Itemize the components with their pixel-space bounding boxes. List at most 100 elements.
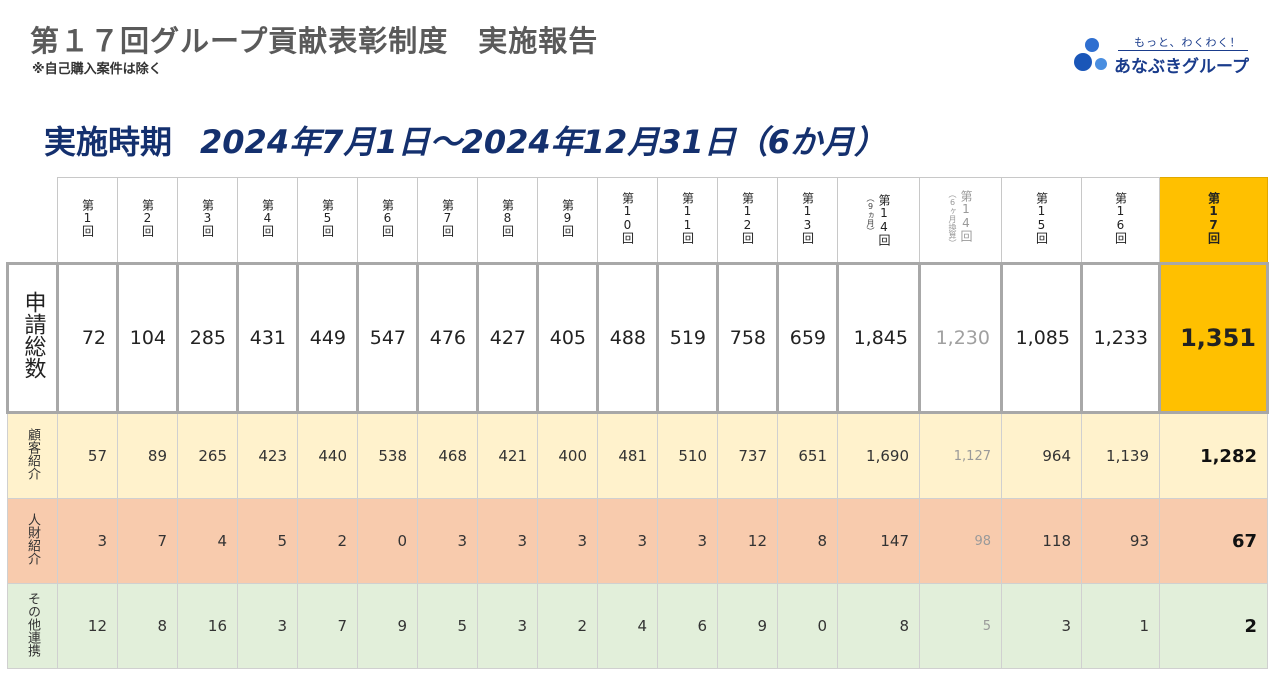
period-label: 実施時期 bbox=[44, 123, 173, 161]
value-cell: 104 bbox=[116, 262, 179, 414]
row-label: 人財紹介 bbox=[7, 498, 58, 584]
header-label: 第6回 bbox=[380, 199, 395, 237]
value-cell: 57 bbox=[57, 412, 118, 499]
value-cell: 3 bbox=[417, 498, 478, 584]
row-label-text: 人財紹介 bbox=[25, 513, 40, 565]
header-cell: 第10回 bbox=[597, 177, 658, 264]
header-cell: 第14回 （6ヶ月換算） bbox=[919, 177, 1002, 264]
header-cell: 第14回 （9ヵ月） bbox=[837, 177, 920, 264]
value-cell: 659 bbox=[776, 262, 839, 414]
header-cell: 第4回 bbox=[237, 177, 298, 264]
header-cell: 第5回 bbox=[297, 177, 358, 264]
value-cell: 3 bbox=[597, 498, 658, 584]
logo-divider bbox=[1118, 50, 1248, 51]
value-cell: 2 bbox=[537, 583, 598, 669]
value-cell: 8 bbox=[117, 583, 178, 669]
header-cell: 第6回 bbox=[357, 177, 418, 264]
results-table: 第1回 第2回 第3回 第4回 第5回 第6回 第7回 第8回 第9回 第10回 第11回 第12回 第… bbox=[6, 177, 1269, 669]
logo-tagline: もっと、わくわく！ bbox=[1134, 36, 1242, 49]
value-cell: 9 bbox=[357, 583, 418, 669]
header-label: 第10回 bbox=[620, 192, 635, 244]
period-dates: 2024年7月1日～2024年12月31日（6か月） bbox=[200, 123, 887, 161]
value-cell: 488 bbox=[596, 262, 659, 414]
value-cell: 147 bbox=[837, 498, 920, 584]
value-cell: 3 bbox=[477, 498, 538, 584]
value-cell: 519 bbox=[656, 262, 719, 414]
value-cell: 8 bbox=[777, 498, 838, 584]
value-cell: 118 bbox=[1001, 498, 1082, 584]
value-cell: 1 bbox=[1081, 583, 1160, 669]
value-cell: 1,845 bbox=[836, 262, 921, 414]
value-cell: 510 bbox=[657, 412, 718, 499]
header-cell: 第16回 bbox=[1081, 177, 1160, 264]
header-cell: 第17回 bbox=[1159, 177, 1268, 264]
value-cell: 1,085 bbox=[1000, 262, 1083, 414]
value-cell: 547 bbox=[356, 262, 419, 414]
value-cell: 285 bbox=[176, 262, 239, 414]
header-label: 第14回 bbox=[877, 194, 891, 246]
value-cell: 3 bbox=[477, 583, 538, 669]
period-heading: 実施時期 2024年7月1日～2024年12月31日（6か月） bbox=[44, 117, 886, 163]
header-cell: 第12回 bbox=[717, 177, 778, 264]
value-cell: 67 bbox=[1159, 498, 1268, 584]
value-cell: 2 bbox=[297, 498, 358, 584]
value-cell: 9 bbox=[717, 583, 778, 669]
value-cell: 427 bbox=[476, 262, 539, 414]
value-cell: 93 bbox=[1081, 498, 1160, 584]
value-cell: 1,233 bbox=[1080, 262, 1161, 414]
company-logo: もっと、わくわく！ あなぶきグループ bbox=[1072, 32, 1262, 82]
header-label: 第2回 bbox=[140, 199, 155, 237]
header-label: 第17回 bbox=[1206, 192, 1221, 244]
exclusion-note: ※自己購入案件は除く bbox=[32, 62, 162, 77]
row-label-text: その他連携 bbox=[25, 591, 40, 657]
value-cell: 476 bbox=[416, 262, 479, 414]
value-cell: 4 bbox=[597, 583, 658, 669]
value-cell: 89 bbox=[117, 412, 178, 499]
page-title: 第１７回グループ貢献表彰制度 実施報告 bbox=[30, 24, 599, 58]
value-cell: 423 bbox=[237, 412, 298, 499]
value-cell: 440 bbox=[297, 412, 358, 499]
header-cell: 第11回 bbox=[657, 177, 718, 264]
header-cell: 第2回 bbox=[117, 177, 178, 264]
value-cell: 12 bbox=[57, 583, 118, 669]
value-cell: 1,127 bbox=[919, 412, 1002, 499]
value-cell: 468 bbox=[417, 412, 478, 499]
value-cell: 6 bbox=[657, 583, 718, 669]
header-label: 第15回 bbox=[1034, 192, 1049, 244]
value-cell: 3 bbox=[537, 498, 598, 584]
header-label: 第5回 bbox=[320, 199, 335, 237]
value-cell: 265 bbox=[177, 412, 238, 499]
header-label: 第3回 bbox=[200, 199, 215, 237]
header-cell: 第7回 bbox=[417, 177, 478, 264]
value-cell: 538 bbox=[357, 412, 418, 499]
header-row: 第1回 第2回 第3回 第4回 第5回 第6回 第7回 第8回 第9回 第10回 第11回 第12回 第… bbox=[7, 177, 1268, 264]
header-cell: 第9回 bbox=[537, 177, 598, 264]
value-cell: 651 bbox=[777, 412, 838, 499]
header-label: 第12回 bbox=[740, 192, 755, 244]
value-cell: 405 bbox=[536, 262, 599, 414]
header-cell: 第1回 bbox=[57, 177, 118, 264]
value-cell: 16 bbox=[177, 583, 238, 669]
value-cell: 1,351 bbox=[1158, 262, 1269, 414]
value-cell: 3 bbox=[1001, 583, 1082, 669]
value-cell: 5 bbox=[237, 498, 298, 584]
row-label: 顧客紹介 bbox=[7, 412, 58, 499]
value-cell: 1,282 bbox=[1159, 412, 1268, 499]
header-cell: 第8回 bbox=[477, 177, 538, 264]
value-cell: 5 bbox=[919, 583, 1002, 669]
value-cell: 421 bbox=[477, 412, 538, 499]
row-label: 申請総数 bbox=[6, 262, 59, 414]
value-cell: 2 bbox=[1159, 583, 1268, 669]
value-cell: 7 bbox=[297, 583, 358, 669]
value-cell: 0 bbox=[357, 498, 418, 584]
header-label: 第9回 bbox=[560, 199, 575, 237]
value-cell: 98 bbox=[919, 498, 1002, 584]
logo-drops-icon bbox=[1074, 38, 1107, 71]
value-cell: 449 bbox=[296, 262, 359, 414]
header-label: 第13回 bbox=[800, 192, 815, 244]
other-row: その他連携 12 8 16 3 7 9 5 3 2 4 6 9 0 8 5 3 1 2 bbox=[7, 583, 1268, 669]
value-cell: 481 bbox=[597, 412, 658, 499]
header-label: 第14回 bbox=[959, 189, 973, 242]
value-cell: 431 bbox=[236, 262, 299, 414]
header-label: 第16回 bbox=[1113, 192, 1128, 244]
